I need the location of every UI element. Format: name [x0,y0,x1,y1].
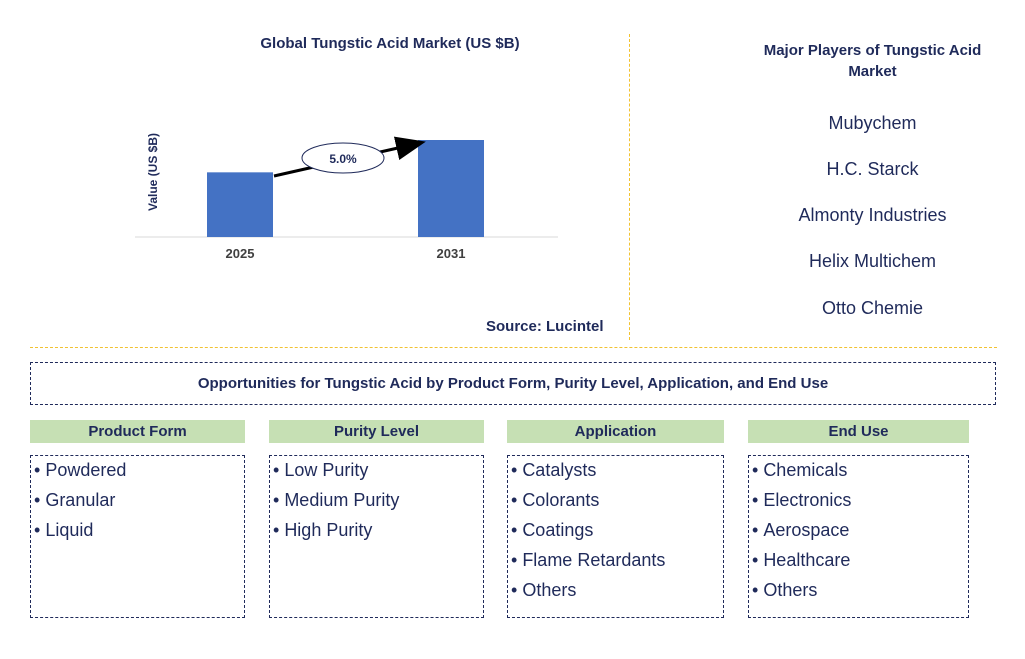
category-list-product-form: Powdered Granular Liquid [30,455,245,618]
bar-2031 [418,140,484,237]
vertical-divider [629,34,630,340]
opportunities-title: Opportunities for Tungstic Acid by Produ… [30,362,996,405]
category-item: Low Purity [273,458,483,488]
category-header-product-form: Product Form [30,420,245,443]
category-item: High Purity [273,518,483,548]
category-item: Electronics [752,488,968,518]
category-item: Catalysts [511,458,723,488]
chart-title: Global Tungstic Acid Market (US $B) [260,35,520,52]
cagr-ellipse [301,142,385,174]
category-list-purity-level: Low Purity Medium Purity High Purity [269,455,484,618]
player-item: Otto Chemie [821,298,924,318]
player-item: Almonty Industries [798,205,947,225]
x-tick-label: 2031 [437,246,466,261]
category-item: Chemicals [752,458,968,488]
category-item: Others [752,578,968,608]
bar-chart: Value (US $B) 2025 2031 5.0% [135,133,558,261]
category-item: Granular [34,488,244,518]
cagr-label: 5.0% [329,152,357,166]
y-axis-label: Value (US $B) [146,133,160,211]
category-item: Powdered [34,458,244,488]
player-item: Mubychem [828,113,917,133]
category-item: Medium Purity [273,488,483,518]
horizontal-divider [30,347,997,348]
player-item: H.C. Starck [826,159,919,179]
source-label: Source: Lucintel [486,318,604,335]
category-item: Liquid [34,518,244,548]
category-list-end-use: Chemicals Electronics Aerospace Healthca… [748,455,969,618]
category-header-application: Application [507,420,724,443]
player-item: Helix Multichem [808,251,937,271]
category-list-application: Catalysts Colorants Coatings Flame Retar… [507,455,724,618]
category-item: Flame Retardants [511,548,723,578]
category-item: Others [511,578,723,608]
players-title: Major Players of Tungstic Acid Market [763,42,982,80]
category-item: Colorants [511,488,723,518]
category-item: Healthcare [752,548,968,578]
category-item: Coatings [511,518,723,548]
bar-2025 [207,172,273,237]
category-header-end-use: End Use [748,420,969,443]
category-item: Aerospace [752,518,968,548]
x-tick-label: 2025 [226,246,255,261]
category-header-purity-level: Purity Level [269,420,484,443]
